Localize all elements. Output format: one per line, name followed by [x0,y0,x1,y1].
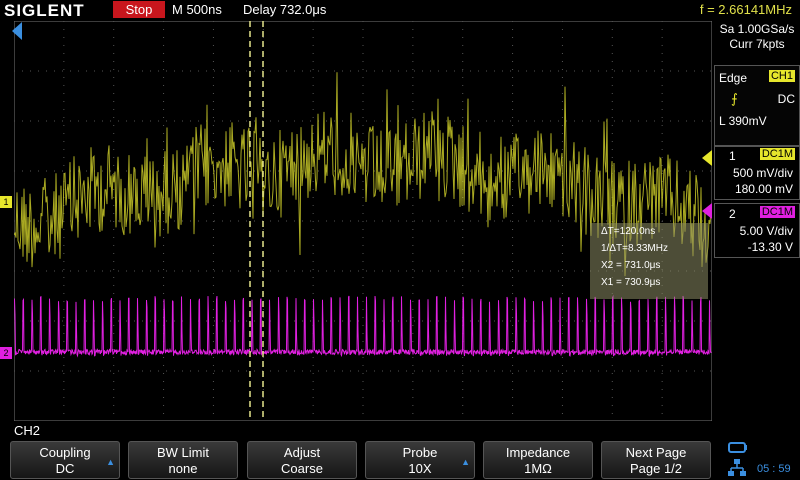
ch2-coupling: DC1M [759,206,795,218]
run-state-badge[interactable]: Stop [113,1,165,18]
adjust-softkey[interactable]: Adjust Coarse [247,441,357,479]
network-icon [728,459,746,476]
x1-readout: X1 = 730.9μs [601,277,661,288]
up-arrow-icon: ▲ [106,457,115,467]
ch2-offset: -13.30 V [747,240,793,254]
trigger-type: Edge [719,71,748,85]
top-status-bar: SIGLENT Stop M 500ns Delay 732.0μs f = 2… [0,0,800,20]
ch2-active-arrow-icon [702,203,712,219]
ch2-number: 2 [729,207,736,221]
brand-logo: SIGLENT [4,1,85,20]
ch2-ground-marker[interactable]: 2 [0,347,12,359]
bw-limit-softkey[interactable]: BW Limit none [128,441,238,479]
ch1-vdiv: 500 mV/div [732,166,793,180]
softkey-menu: Coupling DC ▲ BW Limit none Adjust Coars… [0,439,800,480]
rising-edge-icon: ⨍ [731,91,738,106]
ch2-info-box[interactable]: 2 DC1M 5.00 V/div -13.30 V [714,203,800,258]
acquisition-info: Sa 1.00GSa/s Curr 7kpts [714,22,800,52]
next-page-softkey[interactable]: Next Page Page 1/2 [601,441,711,479]
ch2-vdiv: 5.00 V/div [739,224,793,238]
memory-depth: Curr 7kpts [729,37,785,51]
softkey-value: 1MΩ [524,461,552,476]
softkey-value: Coarse [281,461,323,476]
probe-softkey[interactable]: Probe 10X ▲ [365,441,475,479]
usb-icon [728,442,747,453]
coupling-softkey[interactable]: Coupling DC ▲ [10,441,120,479]
up-arrow-icon: ▲ [461,457,470,467]
cursor-measurement-panel: ΔT=120.0ns 1/ΔT=8.33MHz X2 = 731.0μs X1 … [590,223,708,299]
ch1-coupling: DC1M [759,148,795,160]
ch1-info-box[interactable]: 1 DC1M 500 mV/div 180.00 mV [714,145,800,200]
ch1-active-arrow-icon [702,150,712,166]
frequency-counter: f = 2.66141MHz [699,2,792,17]
sample-rate: Sa 1.00GSa/s [719,22,795,36]
trigger-coupling: DC [777,92,795,106]
softkey-title: Adjust [283,445,321,460]
impedance-softkey[interactable]: Impedance 1MΩ [483,441,593,479]
trigger-source: CH1 [768,70,795,82]
trigger-info-box[interactable]: Edge CH1 ⨍ DC L 390mV [714,65,800,147]
softkey-title: BW Limit [157,445,209,460]
ch1-number: 1 [729,149,736,163]
softkey-title: Impedance [505,445,571,460]
clock-readout: 05 : 59 [757,463,791,475]
softkey-value: Page 1/2 [629,461,683,476]
menu-channel-label: CH2 [14,423,41,438]
delta-t-readout: ΔT=120.0ns [601,226,656,237]
softkey-value: 10X [408,461,432,476]
softkey-title: Next Page [625,445,687,460]
softkey-title: Coupling [39,445,91,460]
ch1-waveform [14,72,712,277]
softkey-value: DC [55,461,75,476]
ch1-offset: 180.00 mV [734,182,793,196]
timebase-readout[interactable]: M 500ns [172,2,222,17]
softkey-value: none [168,461,198,476]
trigger-level: L 390mV [719,114,767,128]
ch1-ground-marker[interactable]: 1 [0,196,12,208]
softkey-title: Probe [402,445,438,460]
trigger-position-icon [12,22,22,40]
inverse-delta-t-readout: 1/ΔT=8.33MHz [601,243,668,254]
right-info-panel: Sa 1.00GSa/s Curr 7kpts Edge CH1 ⨍ DC L … [714,20,800,420]
delay-readout[interactable]: Delay 732.0μs [243,2,327,17]
waveform-display[interactable] [14,21,712,421]
x2-readout: X2 = 731.0μs [601,260,661,271]
